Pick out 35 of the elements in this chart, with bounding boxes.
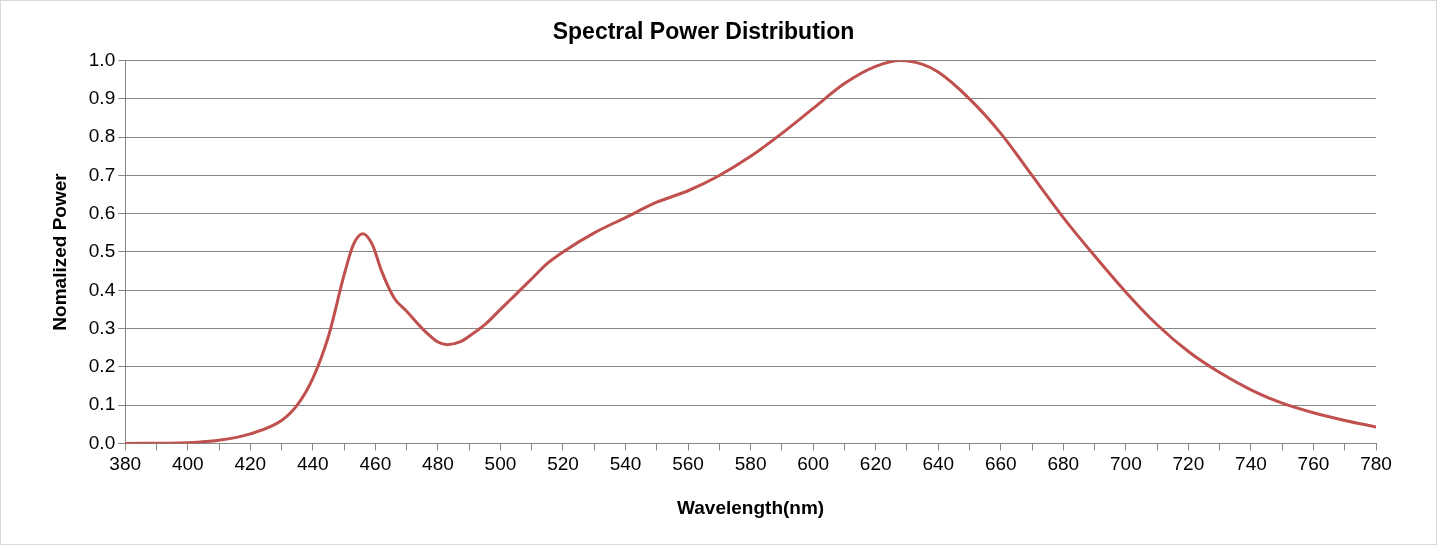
x-tick-label: 420	[234, 453, 267, 475]
x-axis-title: Wavelength(nm)	[677, 496, 825, 518]
x-tick-label: 600	[797, 453, 829, 475]
x-tick-label: 480	[422, 453, 454, 475]
x-tick-label: 640	[922, 453, 955, 475]
x-tick-label: 720	[1172, 453, 1205, 475]
x-tick-label: 620	[859, 453, 892, 475]
x-tick-label: 560	[672, 453, 704, 475]
x-tick-label: 460	[359, 453, 392, 475]
y-tick-label: 0.9	[88, 87, 116, 109]
y-tick-label: 0.2	[88, 355, 116, 377]
x-tick-label: 380	[109, 453, 142, 475]
y-tick-label: 0.7	[88, 163, 116, 185]
y-tick-label: 0.3	[88, 316, 116, 338]
x-tick-label: 740	[1235, 453, 1267, 475]
x-tick-label: 700	[1109, 453, 1142, 475]
y-tick-label: 0.8	[88, 125, 116, 147]
x-tick-label: 400	[171, 453, 204, 475]
y-axis-title: Nomalized Power	[48, 172, 70, 331]
x-tick-label: 440	[296, 453, 329, 475]
x-tick-label: 680	[1047, 453, 1080, 475]
y-tick-label: 0.5	[88, 240, 116, 262]
y-tick-label: 1.0	[88, 48, 116, 70]
y-tick-label: 0.4	[88, 278, 116, 300]
y-tick-label: 0.6	[88, 201, 116, 223]
x-tick-label: 760	[1297, 453, 1330, 475]
x-tick-label: 580	[734, 453, 767, 475]
y-tick-label: 0.1	[88, 393, 116, 415]
y-tick-label: 0.0	[88, 431, 116, 453]
x-tick-label: 500	[484, 453, 517, 475]
x-tick-label: 660	[984, 453, 1017, 475]
x-tick-label: 520	[547, 453, 579, 475]
x-tick-label: 780	[1360, 453, 1392, 475]
chart-title: Spectral Power Distribution	[552, 18, 855, 45]
x-tick-label: 540	[609, 453, 642, 475]
